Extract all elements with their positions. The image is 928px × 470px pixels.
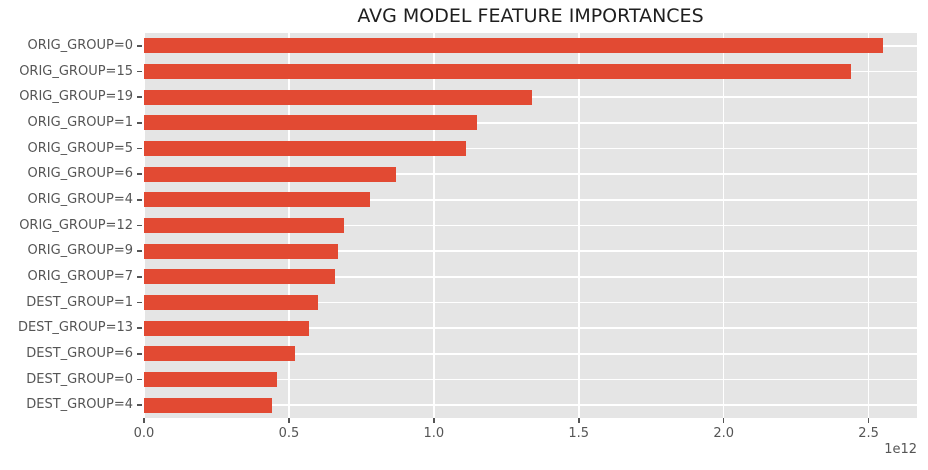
h-gridline <box>144 327 917 329</box>
h-gridline <box>144 250 917 252</box>
h-gridline <box>144 199 917 201</box>
y-tick-mark <box>137 327 142 329</box>
y-tick-label: ORIG_GROUP=9 <box>27 243 133 259</box>
bar-DEST_GROUP=6 <box>144 346 295 362</box>
y-tick-label: ORIG_GROUP=7 <box>27 268 133 284</box>
x-tick-label: 2.0 <box>713 426 735 441</box>
bar-DEST_GROUP=1 <box>144 295 318 310</box>
bar-DEST_GROUP=13 <box>144 320 310 336</box>
bar-ORIG_GROUP=15 <box>144 64 852 79</box>
x-tick-label: 1.0 <box>423 426 445 441</box>
plot-area <box>143 33 917 418</box>
y-tick-mark <box>137 301 142 304</box>
x-tick-mark <box>143 418 145 423</box>
x-tick-label: 1.5 <box>568 426 590 441</box>
bar-ORIG_GROUP=9 <box>144 243 339 259</box>
y-tick-label: DEST_GROUP=1 <box>26 294 133 310</box>
y-tick-label: ORIG_GROUP=6 <box>27 166 133 182</box>
h-gridline <box>144 378 917 381</box>
y-tick-label: DEST_GROUP=13 <box>17 320 133 336</box>
y-tick-label: ORIG_GROUP=1 <box>27 114 133 130</box>
h-gridline <box>144 224 917 227</box>
y-tick-label: ORIG_GROUP=15 <box>19 63 133 79</box>
y-tick-mark <box>137 250 142 252</box>
bar-DEST_GROUP=0 <box>144 372 278 387</box>
h-gridline <box>144 353 917 355</box>
y-tick-mark <box>137 96 142 98</box>
y-tick-mark <box>137 122 142 124</box>
h-gridline <box>144 122 917 124</box>
y-tick-label: DEST_GROUP=6 <box>26 345 133 361</box>
v-gridline <box>867 33 870 418</box>
axis-offset-label: 1e12 <box>884 442 917 457</box>
x-tick-mark <box>867 418 870 423</box>
h-gridline <box>144 173 917 175</box>
x-tick-mark <box>433 418 435 423</box>
y-tick-mark <box>137 404 142 406</box>
h-gridline <box>144 276 917 278</box>
y-tick-mark <box>137 173 142 175</box>
y-tick-mark <box>137 45 142 47</box>
y-tick-label: ORIG_GROUP=0 <box>27 37 133 53</box>
x-tick-label: 0.5 <box>278 426 300 441</box>
bar-ORIG_GROUP=7 <box>144 269 336 285</box>
y-tick-mark <box>137 378 142 381</box>
x-tick-mark <box>722 418 725 423</box>
x-tick-label: 0.0 <box>133 426 155 441</box>
v-gridline <box>577 33 580 418</box>
v-gridline <box>433 33 435 418</box>
x-tick-label: 2.5 <box>858 426 879 441</box>
bar-DEST_GROUP=4 <box>144 397 272 413</box>
v-gridline <box>722 33 725 418</box>
y-tick-label: ORIG_GROUP=19 <box>19 89 133 105</box>
bar-ORIG_GROUP=12 <box>144 218 344 233</box>
y-tick-mark <box>137 224 142 227</box>
h-gridline <box>144 301 917 304</box>
bar-ORIG_GROUP=6 <box>144 166 397 182</box>
y-tick-mark <box>137 147 142 150</box>
y-tick-mark <box>137 276 142 278</box>
bar-ORIG_GROUP=19 <box>144 89 533 105</box>
h-gridline <box>144 404 917 406</box>
y-tick-mark <box>137 70 142 73</box>
bar-ORIG_GROUP=0 <box>144 38 884 54</box>
bar-ORIG_GROUP=5 <box>144 141 466 156</box>
y-tick-mark <box>137 353 142 355</box>
x-tick-mark <box>288 418 290 423</box>
y-tick-label: ORIG_GROUP=4 <box>27 191 133 207</box>
bar-ORIG_GROUP=1 <box>144 115 478 131</box>
h-gridline <box>144 147 917 150</box>
y-tick-mark <box>137 199 142 201</box>
y-tick-label: ORIG_GROUP=5 <box>27 140 133 156</box>
x-tick-mark <box>577 418 580 423</box>
y-tick-label: ORIG_GROUP=12 <box>19 217 133 233</box>
chart-title: AVG MODEL FEATURE IMPORTANCES <box>357 5 704 27</box>
bar-ORIG_GROUP=4 <box>144 192 371 208</box>
y-tick-label: DEST_GROUP=0 <box>26 371 133 387</box>
y-tick-label: DEST_GROUP=4 <box>26 397 133 413</box>
